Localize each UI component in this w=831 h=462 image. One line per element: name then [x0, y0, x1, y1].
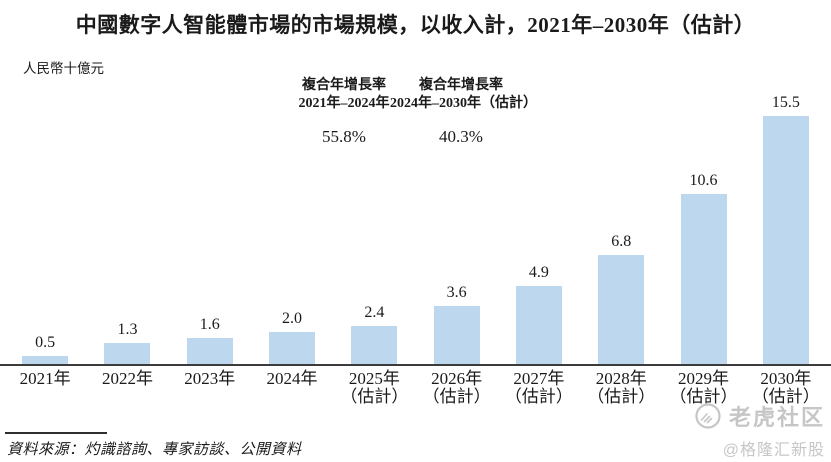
x-axis-label: 2023年: [184, 369, 236, 388]
cagr-value: 40.3%: [439, 127, 483, 146]
x-axis-label: 2026年 （估計）: [422, 369, 491, 407]
bar-column: 2.0: [251, 310, 333, 364]
cagr-label: 複合年增長率 2024年–2030年（估計）: [390, 78, 537, 111]
bar-value-label: 0.5: [35, 334, 56, 351]
watermark: 老虎社区 @格隆汇新股: [694, 400, 825, 460]
x-axis-label: 2030年 （估計）: [751, 369, 820, 407]
bar-value-label: 1.6: [199, 316, 220, 334]
bar-column: 3.6: [415, 284, 497, 364]
bar: [680, 194, 727, 364]
page-title: 中國數字人智能體市場的市場規模，以收入計，2021年–2030年（估計）: [75, 13, 756, 37]
bars-row: 0.5 1.3 1.6 2.0 2.4 3.6 4.9 6.8 10.6 15.5: [4, 85, 827, 364]
tiger-icon: [694, 402, 722, 430]
bar: [762, 116, 809, 364]
bar-value-label: 15.5: [771, 94, 800, 111]
x-axis-label: 2022年: [101, 369, 153, 388]
x-axis-label: 2027年 （估計）: [504, 369, 573, 407]
cagr-label: 複合年增長率 2021年–2024年: [298, 78, 390, 111]
x-axis-label: 2021年: [19, 369, 71, 388]
watermark-handle: @格隆汇新股: [722, 442, 825, 459]
bar-value-label: 6.8: [611, 233, 632, 251]
bar-column: 6.8: [580, 233, 662, 364]
bar-column: 2.4: [333, 304, 415, 364]
cagr-annotation-2024-2030: 複合年增長率 2024年–2030年（估計） 40.3%: [390, 77, 537, 147]
bar-column: 0.5: [4, 334, 86, 364]
source-divider: [5, 432, 107, 434]
bar-value-label: 10.6: [689, 172, 718, 190]
bar: [515, 285, 562, 364]
bar-value-label: 2.0: [282, 310, 303, 327]
bar: [433, 306, 480, 364]
bar-column: 1.6: [169, 316, 251, 364]
bar: [22, 356, 69, 364]
source-note: 資料來源：灼識諮詢、專家訪談、公開資料: [7, 442, 302, 458]
x-axis-line: [0, 364, 831, 366]
bar-column: 4.9: [498, 264, 580, 364]
bar: [186, 338, 233, 364]
bar: [269, 332, 316, 364]
cagr-annotation-2021-2024: 複合年增長率 2021年–2024年 55.8%: [273, 77, 415, 147]
bar-column: 15.5: [745, 94, 827, 364]
bar: [598, 255, 645, 364]
y-axis-unit-label: 人民幣十億元: [23, 61, 104, 76]
watermark-brand: 老虎社区: [728, 405, 825, 430]
bar-value-label: 4.9: [528, 263, 549, 281]
bar-column: 10.6: [662, 172, 744, 364]
bar: [104, 343, 151, 364]
bar-value-label: 1.3: [117, 321, 138, 339]
bar-value-label: 2.4: [364, 303, 385, 321]
x-axis-label: 2025年 （估計）: [340, 369, 409, 407]
bar: [351, 325, 398, 364]
x-axis-label: 2029年 （估計）: [669, 369, 738, 407]
bar-column: 1.3: [86, 321, 168, 364]
x-axis-labels: 2021年 2022年 2023年 2024年 2025年 （估計） 2026年 （估計） 20…: [4, 369, 827, 407]
x-axis-label: 2028年 （估計）: [587, 369, 656, 407]
x-axis-label: 2024年: [266, 369, 318, 388]
cagr-value: 55.8%: [322, 127, 366, 146]
bar-value-label: 3.6: [446, 284, 467, 302]
